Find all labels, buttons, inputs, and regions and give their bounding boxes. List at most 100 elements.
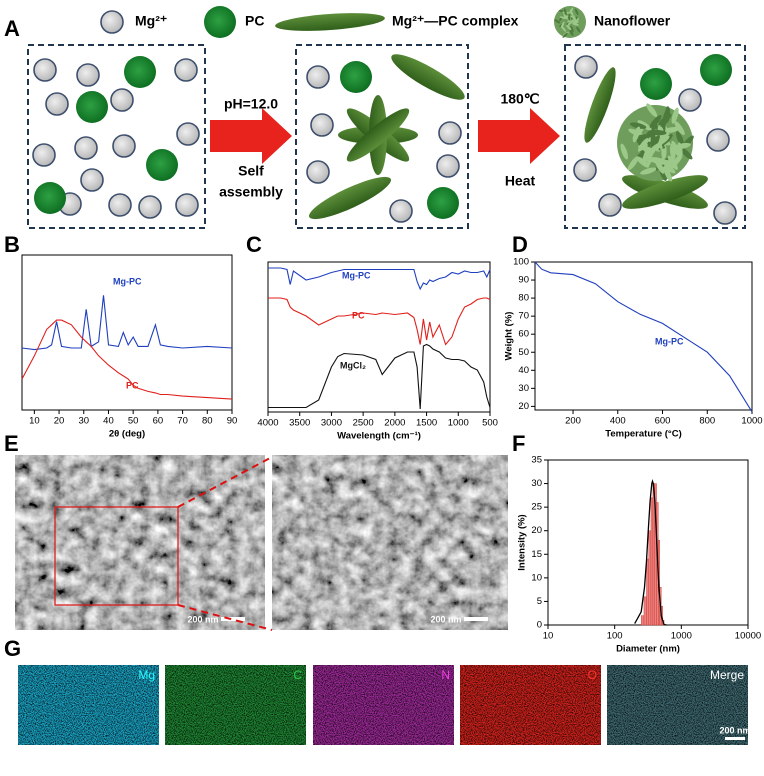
y-tick-label: 30: [518, 383, 529, 394]
petal: [559, 16, 567, 20]
x-tick-label: 1500: [416, 418, 437, 429]
schematic: [27, 6, 746, 229]
complex: [622, 175, 708, 209]
scale-label: 200 nm: [719, 725, 750, 735]
pc-particle: [640, 68, 672, 100]
petal: [661, 163, 676, 174]
petal: [664, 106, 671, 123]
y-tick-label: 5: [537, 596, 542, 607]
mg-ion: [310, 113, 334, 137]
mg-ion: [174, 58, 198, 82]
y-tick-label: 80: [518, 293, 529, 304]
petal: [567, 20, 574, 26]
mg-ion: [389, 199, 413, 223]
eds-label: N: [441, 668, 450, 682]
bar: [640, 615, 645, 626]
x-tick-label: 10: [543, 631, 554, 642]
scale-bar: [221, 617, 245, 621]
x-axis-label: 2θ (deg): [109, 429, 145, 440]
mg-ion: [74, 136, 98, 160]
eds-label: Merge: [710, 668, 744, 682]
petal: [646, 148, 652, 166]
petal: [629, 122, 647, 129]
y-axis-label: Intensity (%): [517, 514, 528, 570]
scale-bar: [464, 617, 488, 621]
mg-ion: [598, 193, 622, 217]
x-tick-label: 1000: [671, 631, 692, 642]
panel-label: G: [4, 636, 21, 661]
series-line: [268, 343, 491, 410]
step-label: 180℃: [500, 91, 539, 107]
petal: [646, 103, 658, 118]
series-label: MgCl₂: [340, 360, 366, 370]
y-tick-label: 25: [531, 502, 542, 513]
mg-ion: [706, 128, 730, 152]
x-tick-label: 2500: [353, 418, 374, 429]
pc-particle: [76, 91, 108, 123]
petal: [568, 13, 571, 21]
mg-ion: [32, 143, 56, 167]
panel-label: D: [512, 232, 528, 257]
zoom-line: [177, 456, 273, 508]
mg-ion: [110, 88, 134, 112]
mg-ion: [574, 55, 598, 79]
series-label: Mg-PC: [113, 276, 142, 286]
pc-particle: [124, 56, 156, 88]
x-tick-label: 3000: [321, 418, 342, 429]
mg-ion: [45, 92, 69, 116]
petal: [620, 143, 629, 160]
y-tick-label: 70: [518, 311, 529, 322]
x-tick-label: 1000: [741, 416, 762, 427]
y-tick-label: 30: [531, 478, 542, 489]
series-line: [21, 295, 233, 351]
y-tick-label: 20: [518, 401, 529, 412]
mg-ion: [438, 121, 462, 145]
plot-frame: [267, 261, 491, 413]
panel-label: F: [512, 431, 525, 456]
sem-texture: [272, 455, 508, 630]
scale-label: 200 nm: [430, 614, 461, 624]
mg-ion: [112, 134, 136, 158]
zoom-box: [54, 506, 179, 606]
series-label: PC: [126, 380, 139, 390]
complex: [391, 54, 465, 100]
mg-ion: [573, 158, 597, 182]
x-tick-label: 3500: [289, 418, 310, 429]
zoom-line: [177, 604, 273, 631]
eds-texture: [607, 665, 748, 745]
series-line: [534, 261, 753, 413]
mg-ion: [306, 160, 330, 184]
sem-texture: [15, 455, 265, 630]
plot-frame: [534, 261, 753, 411]
bar: [643, 596, 647, 626]
scale-label: 200 nm: [187, 614, 218, 624]
petal: [649, 115, 662, 128]
mg-ion: [713, 201, 737, 225]
y-tick-label: 10: [531, 572, 542, 583]
petal: [632, 126, 641, 143]
bar: [648, 530, 652, 626]
mg-ion: [138, 195, 162, 219]
x-axis-label: Temperature (°C): [605, 429, 681, 440]
x-tick-label: 70: [177, 416, 188, 427]
step-label: assembly: [219, 184, 283, 200]
petal: [554, 19, 561, 24]
x-tick-label: 20: [54, 416, 65, 427]
panel-label: E: [4, 431, 19, 456]
mg-ion: [176, 122, 200, 146]
step-label: pH=12.0: [224, 96, 278, 112]
panel-label: C: [246, 232, 262, 257]
mg-ion: [76, 63, 100, 87]
y-tick-label: 20: [531, 525, 542, 536]
petal: [572, 15, 577, 22]
x-tick-label: 4000: [257, 418, 278, 429]
pc-particle: [204, 6, 236, 38]
petal: [674, 121, 685, 136]
legend-label: Mg²⁺—PC complex: [392, 13, 519, 29]
petal: [676, 131, 685, 147]
x-tick-label: 500: [482, 418, 498, 429]
x-tick-label: 60: [153, 416, 164, 427]
mg-ion: [80, 168, 104, 192]
x-tick-label: 800: [699, 416, 715, 427]
